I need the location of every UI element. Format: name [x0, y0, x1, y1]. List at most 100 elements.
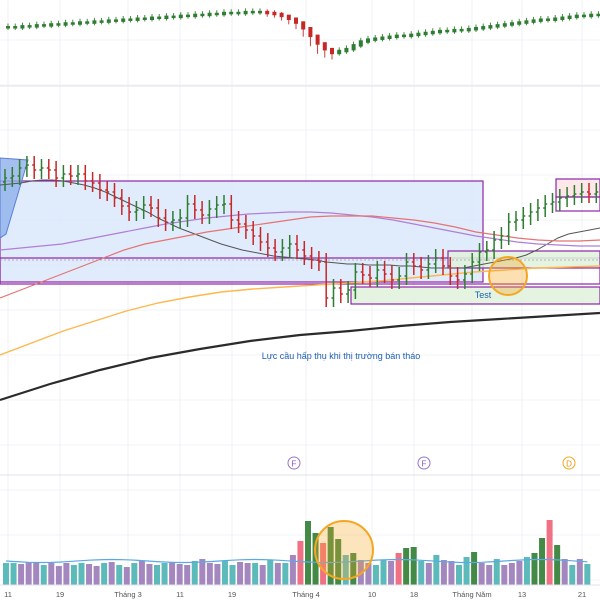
overview-candle	[466, 27, 471, 32]
event-marker-label: D	[566, 460, 572, 469]
volume-bar	[350, 553, 357, 585]
volume-bar	[486, 565, 493, 585]
overview-candle	[380, 36, 385, 40]
circle-marker-icon[interactable]	[562, 456, 576, 470]
overview-candle	[373, 37, 378, 41]
overview-candle	[488, 25, 493, 29]
annotations: Lực cầu hấp thụ khi thị trường bán tháo …	[262, 256, 528, 361]
overview-candle	[315, 34, 320, 45]
volume-bar	[48, 563, 55, 585]
event-marker-d[interactable]: D	[562, 456, 576, 470]
volume-bar	[146, 564, 153, 585]
overview-candle	[589, 13, 594, 18]
overview-candle	[546, 18, 550, 21]
overview-candle	[150, 16, 154, 20]
overview-candle	[582, 14, 586, 18]
volume-bar	[244, 563, 251, 585]
overview-candle	[20, 25, 25, 29]
overview-candle	[387, 35, 392, 39]
pink-resistance-box	[555, 178, 600, 198]
volume-bar	[539, 538, 546, 585]
volume-bar	[154, 565, 160, 585]
volume-bar	[569, 565, 576, 585]
volume-bar	[493, 559, 500, 585]
overview-candle	[27, 25, 32, 28]
overview-candle	[538, 18, 543, 22]
event-marker-f1[interactable]: F	[287, 456, 301, 470]
overview-candle	[423, 31, 428, 36]
volume-bar	[25, 562, 32, 585]
overview-candle	[567, 15, 572, 20]
volume-bar	[471, 552, 478, 585]
overview-candle	[452, 28, 457, 33]
overview-candle	[351, 44, 356, 51]
volume-bar	[18, 564, 25, 585]
time-axis-tick-label: 19	[228, 590, 236, 599]
volume-bar	[576, 559, 583, 585]
volume-bar	[101, 563, 108, 585]
volume-bar	[93, 566, 100, 585]
event-markers[interactable]: F F D	[287, 456, 576, 470]
overview-candle	[474, 27, 478, 31]
overview-candle	[164, 15, 169, 20]
circle-marker-icon[interactable]	[287, 456, 301, 470]
volume-bar	[55, 566, 62, 585]
volume-bar	[63, 563, 70, 585]
overview-candle	[445, 29, 450, 33]
volume-bar	[418, 561, 425, 585]
volume-bar	[516, 561, 523, 585]
price-candles	[3, 156, 599, 307]
overview-candle	[430, 30, 435, 35]
volume-bar	[546, 520, 553, 585]
upper-resistance-outline	[555, 196, 600, 212]
volume-bar	[191, 561, 198, 585]
ma-line	[0, 215, 600, 299]
overview-candle	[128, 18, 133, 21]
test-highlight-circle	[488, 256, 528, 296]
overview-candle	[409, 33, 414, 38]
time-axis-tick-label: 13	[518, 590, 526, 599]
time-axis-tick-label: Tháng 4	[292, 590, 320, 599]
overview-candle	[402, 34, 406, 38]
event-marker-label: F	[422, 460, 427, 469]
overview-candle	[272, 11, 277, 16]
circle-marker-icon[interactable]	[417, 456, 431, 470]
volume-bar	[86, 564, 93, 585]
overview-candle	[85, 21, 90, 24]
volume-bar	[372, 565, 379, 585]
overview-candle	[394, 34, 399, 39]
volume-bar	[327, 527, 334, 585]
event-marker-f2[interactable]: F	[417, 456, 431, 470]
overview-candle	[121, 18, 126, 22]
overview-candle	[308, 27, 313, 38]
overview-candle	[78, 21, 82, 25]
overview-candle	[553, 17, 558, 21]
overview-candle	[358, 40, 363, 47]
overview-candle	[49, 23, 54, 27]
time-axis[interactable]: 11 19 Tháng 3 11 19 Tháng 4 10 18 Tháng Năm 13 21	[4, 590, 586, 599]
volume-bar	[448, 561, 455, 585]
overview-candle	[438, 29, 442, 34]
volume-bar	[184, 565, 191, 585]
overview-candle	[56, 23, 61, 26]
volume-bar	[478, 563, 485, 585]
test-note: Test	[475, 290, 492, 300]
overview-candle	[63, 22, 68, 26]
volume-bar	[131, 563, 138, 585]
volume-bar	[440, 560, 447, 585]
volume-bar	[380, 560, 387, 585]
volume-bar	[531, 553, 538, 585]
overview-candle	[13, 26, 18, 29]
overview-candle	[186, 14, 190, 18]
volume-bar	[584, 564, 591, 585]
moving-average-lines	[0, 179, 600, 402]
time-axis-tick-label: 11	[4, 590, 12, 599]
overview-candle	[34, 24, 39, 28]
blue-zone-rect	[0, 180, 484, 283]
overview-candle	[42, 24, 46, 27]
overview-candle	[265, 10, 270, 15]
ma-line	[0, 311, 600, 402]
absorption-note: Lực cầu hấp thụ khi thị trường bán tháo	[262, 351, 421, 361]
